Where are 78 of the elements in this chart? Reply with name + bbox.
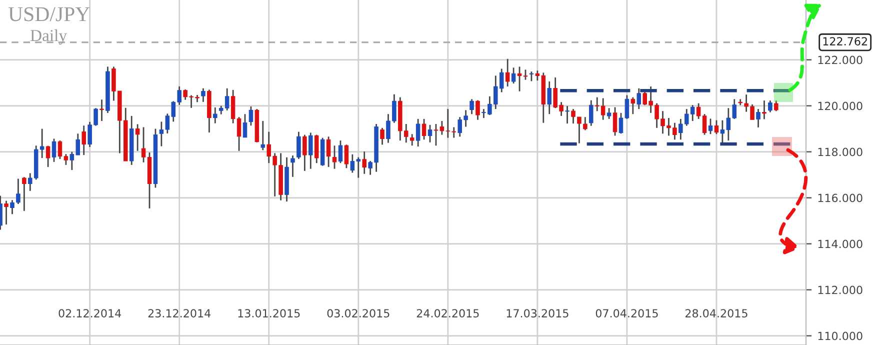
candlestick	[314, 134, 319, 164]
candlestick	[708, 118, 713, 135]
candlestick	[523, 68, 528, 81]
candlestick	[362, 150, 366, 175]
candlestick	[762, 100, 766, 120]
y-tick-label: 112.000	[818, 286, 862, 294]
candlestick	[612, 106, 618, 136]
candlestick	[696, 102, 701, 120]
candlestick	[505, 58, 510, 88]
candlestick	[511, 66, 516, 84]
chart-title: USD/JPY	[8, 7, 90, 22]
candlestick	[380, 127, 384, 146]
candlestick	[547, 80, 552, 115]
y-tick-label: 114.000	[818, 240, 862, 248]
candlestick	[16, 178, 20, 205]
candlestick	[302, 134, 307, 172]
candlestick	[296, 131, 301, 160]
candlestick	[624, 94, 630, 120]
candlestick	[58, 140, 62, 160]
candlestick	[529, 70, 534, 82]
candlestick	[201, 88, 206, 103]
candlestick	[470, 98, 474, 115]
candlestick	[135, 124, 140, 152]
candlestick	[636, 88, 642, 110]
candlestick	[46, 145, 50, 168]
candlestick	[64, 153, 68, 166]
ref-line-label: 122.762	[823, 37, 867, 46]
y-tick-label: 116.000	[818, 194, 862, 202]
candlestick	[213, 106, 218, 124]
candlestick	[236, 116, 242, 152]
text: Daily	[30, 29, 67, 45]
x-tick-label: 23.12.2014	[148, 309, 211, 318]
y-tick-label: 120.000	[818, 102, 862, 110]
candlestick	[714, 120, 719, 135]
y-tick-label: 118.000	[818, 148, 862, 156]
candlestick	[630, 96, 636, 115]
candlestick	[738, 98, 742, 106]
candlestick	[476, 100, 480, 121]
candlestick	[290, 154, 295, 178]
candlestick	[565, 105, 570, 124]
candlestick	[10, 199, 14, 215]
candlestick	[52, 138, 56, 163]
y-tick-label: 110.000	[818, 332, 862, 340]
candlestick	[768, 100, 772, 113]
candlestick	[702, 113, 707, 136]
candlestick	[756, 108, 760, 128]
candlestick	[248, 106, 254, 126]
candlestick	[82, 124, 86, 156]
candlestick	[589, 100, 594, 127]
candlestick	[344, 144, 349, 169]
x-tick-label: 03.02.2015	[327, 309, 390, 318]
candlestick	[428, 124, 432, 144]
x-tick-label: 24.02.2015	[416, 309, 479, 318]
candlestick	[338, 140, 343, 164]
candlestick	[410, 133, 414, 146]
candlestick	[332, 144, 337, 170]
candlestick	[141, 126, 146, 164]
candlestick	[434, 123, 438, 146]
candlestick	[242, 113, 248, 138]
candlestick	[618, 112, 624, 134]
candlestick	[416, 118, 420, 148]
candlestick	[326, 136, 331, 168]
x-tick-label: 17.03.2015	[506, 309, 568, 318]
candlestick	[22, 176, 26, 212]
x-tick-label: 07.04.2015	[596, 309, 658, 318]
candlestick	[230, 89, 236, 124]
candlestick	[4, 200, 8, 226]
candlestick	[517, 66, 522, 92]
x-tick-label: 02.12.2014	[58, 309, 122, 318]
candlestick	[422, 118, 426, 140]
candlestick	[260, 120, 266, 151]
candlestick	[774, 100, 778, 112]
x-tick-label: 28.04.2015	[685, 309, 748, 318]
candlestick	[606, 107, 612, 120]
x-tick-label: 13.01.2015	[238, 309, 300, 318]
y-tick-label: 122.000	[818, 56, 862, 64]
candlestick	[308, 132, 313, 170]
candlestick	[100, 98, 104, 122]
